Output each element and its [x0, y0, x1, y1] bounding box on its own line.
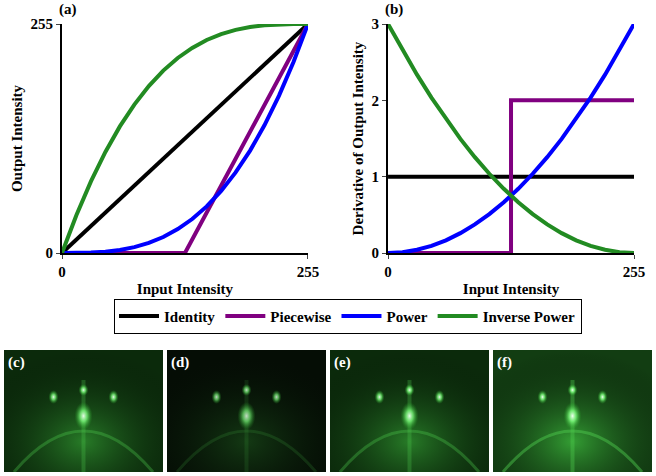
svg-text:Input Intensity: Input Intensity — [137, 281, 234, 297]
svg-text:Output Intensity: Output Intensity — [9, 84, 25, 192]
svg-text:(e): (e) — [334, 354, 351, 371]
svg-text:Derivative of Output Intensity: Derivative of Output Intensity — [350, 41, 366, 235]
svg-text:Power: Power — [386, 309, 427, 325]
svg-text:(d): (d) — [171, 354, 189, 371]
svg-text:255: 255 — [297, 264, 320, 280]
svg-text:1: 1 — [372, 169, 380, 185]
svg-text:Inverse Power: Inverse Power — [483, 309, 575, 325]
svg-text:Input Intensity: Input Intensity — [463, 281, 560, 297]
svg-text:(f): (f) — [497, 354, 512, 371]
svg-text:Identity: Identity — [164, 309, 215, 325]
svg-text:(a): (a) — [59, 1, 77, 18]
svg-text:0: 0 — [46, 245, 54, 261]
svg-text:0: 0 — [372, 245, 380, 261]
svg-text:2: 2 — [372, 93, 380, 109]
svg-text:(b): (b) — [385, 1, 403, 18]
svg-text:0: 0 — [58, 264, 66, 280]
svg-text:255: 255 — [623, 264, 646, 280]
svg-text:255: 255 — [31, 16, 54, 32]
svg-text:Piecewise: Piecewise — [270, 309, 331, 325]
svg-text:(c): (c) — [8, 354, 25, 371]
svg-text:0: 0 — [384, 264, 392, 280]
svg-text:3: 3 — [372, 16, 380, 32]
